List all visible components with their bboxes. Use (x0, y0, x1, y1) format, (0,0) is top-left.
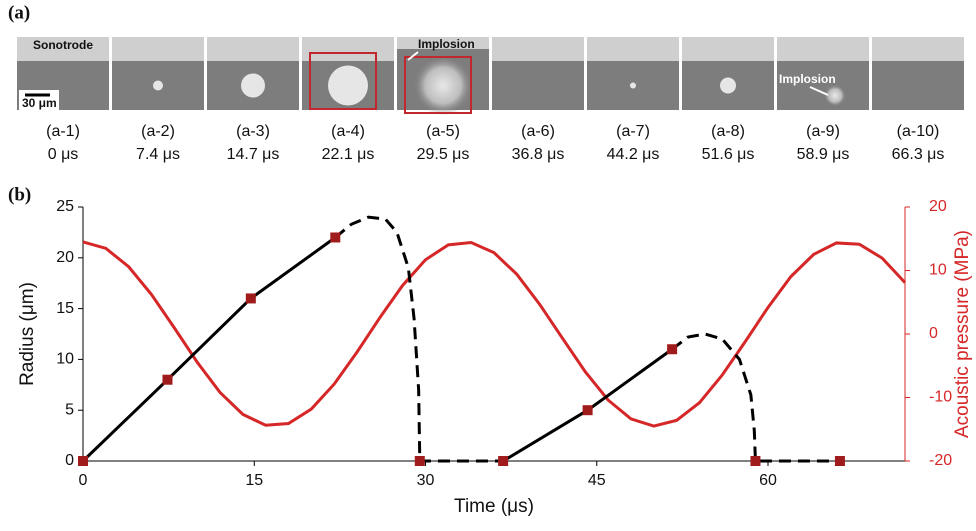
line (82, 240, 907, 428)
frame-time: 14.7 μs (227, 146, 280, 163)
sonotrode (397, 37, 489, 49)
frame-id: (a-7) (616, 123, 650, 140)
frame-time: 7.4 μs (136, 146, 180, 163)
y2-tick-label: 20 (929, 198, 947, 215)
sonotrode (872, 37, 964, 61)
frame-time: 36.8 μs (512, 146, 565, 163)
highlight-box (404, 56, 472, 114)
bubble (328, 65, 368, 106)
sonotrode (112, 37, 204, 61)
data-point (667, 344, 678, 355)
sonotrode (587, 37, 679, 61)
annotation: Implosion (779, 72, 836, 86)
arrow (407, 51, 419, 61)
y2-tick-label: -20 (929, 452, 952, 469)
frame-id: (a-1) (46, 123, 80, 140)
x-tick-label: 45 (588, 472, 606, 489)
x-axis-label: Time (μs) (454, 496, 534, 517)
highlight-box (309, 52, 377, 110)
frame-time: 44.2 μs (607, 146, 660, 163)
frame-id: (a-8) (711, 123, 745, 140)
sonotrode (207, 37, 299, 61)
frame-time: 22.1 μs (322, 146, 375, 163)
y2-tick-label: 10 (929, 262, 947, 279)
frame-time: 66.3 μs (892, 146, 945, 163)
y-tick-label: 0 (65, 452, 74, 469)
frame-id: (a-6) (521, 123, 555, 140)
y2-tick-label: 0 (929, 325, 938, 342)
bubble (153, 80, 163, 91)
arrow (809, 86, 829, 96)
annotation: 30 μm (22, 96, 57, 110)
y-tick-label: 25 (56, 198, 74, 215)
y2-tick-label: -10 (929, 389, 952, 406)
data-point (834, 456, 845, 466)
annotation: Implosion (418, 37, 475, 51)
x-tick-label: 0 (79, 472, 88, 489)
frame-id: (a-3) (236, 123, 270, 140)
data-point (582, 405, 593, 416)
data-point (245, 293, 256, 304)
data-point (78, 456, 88, 466)
frame-id: (a-9) (806, 123, 840, 140)
bubble (630, 82, 636, 89)
frame-time: 29.5 μs (417, 146, 470, 163)
x-tick-label: 30 (417, 472, 435, 489)
panel-label: (a) (8, 2, 30, 23)
data-point (330, 232, 341, 243)
bubble (824, 84, 846, 107)
frame-id: (a-10) (897, 123, 940, 140)
x-tick-label: 15 (245, 472, 263, 489)
data-point (162, 374, 173, 385)
y-tick-label: 15 (56, 300, 74, 317)
sonotrode (682, 37, 774, 61)
frame-id: (a-4) (331, 123, 365, 140)
line (81, 236, 673, 463)
bubble (720, 77, 736, 94)
y-tick-label: 20 (56, 249, 74, 266)
data-point (750, 456, 761, 466)
frame-time: 58.9 μs (797, 146, 850, 163)
data-point (414, 456, 425, 466)
frame-time: 0 μs (48, 146, 79, 163)
y-tick-label: 5 (65, 401, 74, 418)
panel-label: (b) (8, 184, 31, 205)
y2-axis-label: Acoustic pressure (MPa) (952, 230, 973, 438)
frame-id: (a-5) (426, 123, 460, 140)
sonotrode (302, 37, 394, 61)
bubble (241, 73, 265, 98)
sonotrode (17, 37, 109, 61)
data-point (498, 456, 509, 466)
annotation: Sonotrode (33, 38, 93, 52)
bubble (413, 55, 473, 116)
frame-id: (a-2) (141, 123, 175, 140)
x-tick-label: 60 (759, 472, 777, 489)
y-tick-label: 10 (56, 351, 74, 368)
y-axis-label: Radius (μm) (17, 282, 38, 386)
dashed-line (334, 215, 840, 463)
sonotrode (777, 37, 869, 61)
sonotrode (492, 37, 584, 61)
frame-time: 51.6 μs (702, 146, 755, 163)
